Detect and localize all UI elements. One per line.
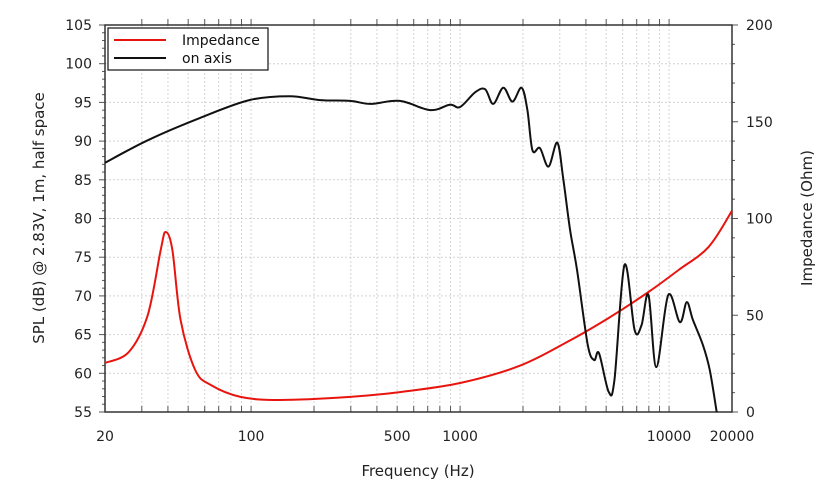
x-axis-title: Frequency (Hz) [361, 462, 474, 480]
series-line-on-axis [104, 86, 718, 413]
y-tick-label: 60 [74, 366, 92, 382]
y-tick-label: 70 [74, 289, 92, 305]
plot-frame [104, 24, 733, 413]
y2-tick-label: 200 [746, 18, 773, 34]
y-tick-label: 75 [74, 250, 92, 266]
y-axis-title: SPL (dB) @ 2.83V, 1m, half space [30, 92, 48, 344]
y-tick-label: 105 [65, 18, 92, 34]
curves [104, 86, 733, 413]
grid [105, 25, 732, 412]
legend-box [107, 27, 269, 71]
x-tick-label: 10000 [647, 429, 692, 445]
legend: Impedance on axis [107, 27, 269, 71]
x-tick-label: 20 [96, 429, 114, 445]
y2-tick-labels: 0 50 100 150 200 [746, 18, 773, 421]
minor-ticks [99, 19, 738, 413]
x-tick-label: 100 [238, 429, 265, 445]
y2-tick-label: 100 [746, 212, 773, 228]
y-tick-label: 65 [74, 328, 92, 344]
series-line-impedance [104, 210, 733, 401]
legend-label-impedance: Impedance [182, 33, 260, 49]
y-tick-label: 80 [74, 212, 92, 228]
y-tick-labels: 55 60 65 70 75 80 85 90 95 100 105 [65, 18, 92, 421]
x-tick-label: 20000 [710, 429, 755, 445]
legend-label-on-axis: on axis [182, 51, 232, 67]
y2-axis-title: Impedance (Ohm) [798, 150, 816, 286]
y-tick-label: 55 [74, 405, 92, 421]
y-tick-label: 95 [74, 95, 92, 111]
y-tick-label: 90 [74, 134, 92, 150]
y2-tick-label: 50 [746, 308, 764, 324]
y-tick-label: 100 [65, 57, 92, 73]
y-tick-label: 85 [74, 173, 92, 189]
x-tick-label: 500 [384, 429, 411, 445]
x-tick-labels: 20 100 500 1000 10000 20000 [96, 429, 754, 445]
y2-tick-label: 0 [746, 405, 755, 421]
y2-tick-label: 150 [746, 115, 773, 131]
x-tick-label: 1000 [442, 429, 478, 445]
